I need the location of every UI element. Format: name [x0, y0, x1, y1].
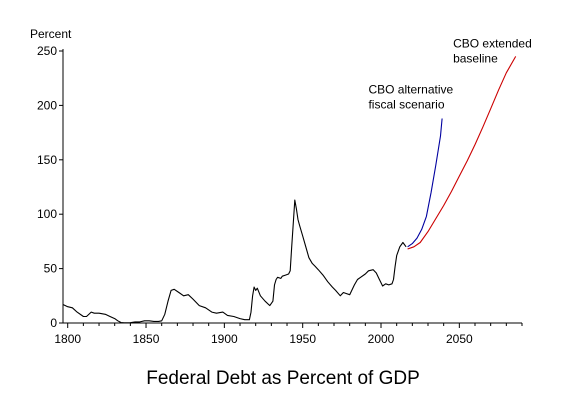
- y-tick-label: 200: [37, 98, 57, 112]
- series-line-2: [407, 56, 517, 250]
- x-tick-label: 1950: [289, 332, 316, 346]
- series-line-1: [407, 118, 443, 248]
- x-tick-label: 1900: [211, 332, 238, 346]
- annotation-1: CBO alternative fiscal scenario: [368, 82, 453, 111]
- annotation-line: baseline: [453, 52, 498, 66]
- x-tick-label: 1800: [54, 332, 81, 346]
- x-tick-label: 2000: [368, 332, 395, 346]
- annotation-line: CBO extended: [453, 37, 532, 51]
- y-tick-label: 50: [44, 262, 58, 276]
- y-tick-label: 150: [37, 153, 57, 167]
- y-tick-label: 0: [50, 316, 57, 330]
- y-tick-label: 100: [37, 207, 57, 221]
- y-axis-label: Percent: [30, 27, 72, 41]
- annotation-line: fiscal scenario: [368, 97, 444, 111]
- y-tick-label: 250: [37, 44, 57, 58]
- series-line-0: [63, 199, 407, 324]
- plot-area: 0 50 100 150 200 250 1800 1850 1900 1950 2000 2050 C…: [37, 37, 532, 346]
- annotation-0: CBO extended baseline: [453, 37, 532, 66]
- chart-title: Federal Debt as Percent of GDP: [146, 368, 420, 389]
- x-tick-label: 1850: [133, 332, 160, 346]
- x-tick-label: 2050: [446, 332, 473, 346]
- annotation-line: CBO alternative: [368, 82, 453, 96]
